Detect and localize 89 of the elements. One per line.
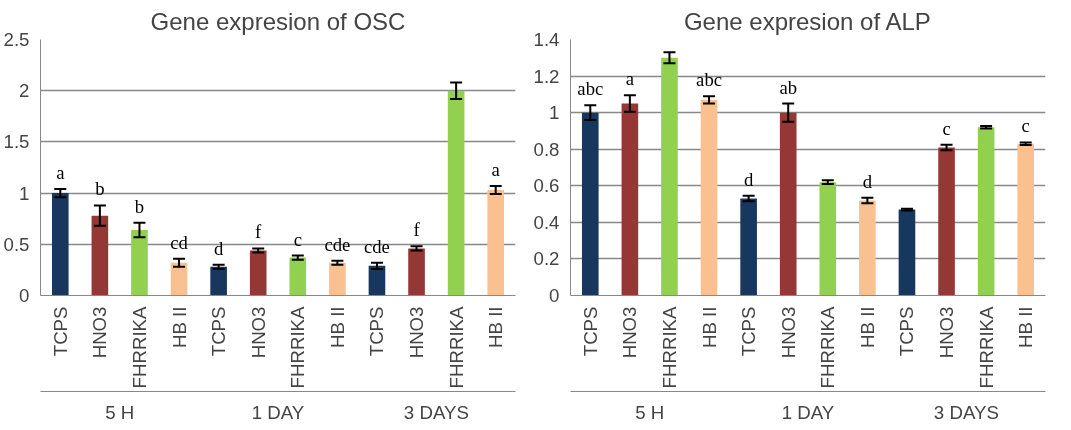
x-tick-label: HNO3: [619, 306, 641, 359]
y-tick-label: 0.5: [3, 233, 30, 255]
data-label: cd: [170, 231, 189, 253]
y-tick-label: 0.6: [533, 175, 560, 197]
bar: [819, 182, 837, 296]
y-tick-label: 1.2: [533, 65, 560, 87]
text: 3 DAYS: [933, 401, 999, 423]
y-tick-label: 2: [19, 80, 30, 102]
bar: [289, 257, 307, 296]
bar: [740, 198, 757, 296]
data-label: f: [413, 219, 421, 241]
data-label: cde: [364, 235, 390, 257]
bar: [447, 90, 465, 296]
bar: [249, 250, 267, 296]
x-tick-label: TCPS: [208, 306, 230, 357]
chart-title: Gene expresion of OSC: [150, 7, 406, 35]
text: 1 DAY: [251, 401, 305, 423]
bar: [51, 193, 69, 296]
x-tick-label: FHRRIKA: [658, 305, 680, 389]
x-tick-label: TCPS: [896, 306, 918, 357]
data-label: abc: [577, 78, 604, 100]
data-label: a: [56, 162, 66, 183]
y-tick-label: 0.4: [533, 211, 560, 233]
data-label: abc: [696, 69, 722, 91]
bar: [938, 147, 955, 296]
x-tick-label: TCPS: [579, 306, 601, 357]
bar: [621, 103, 639, 296]
x-tick-label: TCPS: [738, 306, 760, 357]
data-label: d: [743, 168, 754, 190]
data-label: ab: [779, 76, 798, 98]
x-tick-label: FHRRIKA: [287, 305, 309, 389]
x-tick-label: HNO3: [247, 306, 269, 359]
y-tick-label: 1.5: [3, 131, 30, 153]
x-tick-label: HB II: [326, 306, 348, 348]
x-tick-label: TCPS: [49, 306, 71, 357]
x-tick-label: HNO3: [406, 306, 428, 359]
bar: [779, 112, 797, 296]
bar: [700, 99, 718, 296]
data-label: b: [134, 195, 145, 217]
y-tick-label: 1: [549, 102, 560, 124]
data-label: c: [1021, 115, 1030, 137]
y-tick-label: 1: [19, 182, 30, 204]
text: 5 H: [105, 401, 135, 423]
bar: [329, 262, 346, 296]
x-tick-label: HB II: [1015, 306, 1037, 348]
bar: [408, 248, 425, 296]
bar: [859, 200, 876, 296]
bar: [368, 265, 386, 296]
x-tick-label: HB II: [698, 306, 720, 348]
text: 5 H: [635, 401, 665, 423]
text: 3 DAYS: [403, 401, 469, 423]
data-label: a: [625, 68, 635, 90]
data-label: a: [491, 158, 501, 180]
x-tick-label: HB II: [168, 306, 190, 348]
bar: [1017, 143, 1035, 296]
bar: [581, 112, 599, 296]
bar: [898, 209, 916, 296]
bar: [977, 127, 995, 296]
bar: [170, 262, 188, 296]
y-tick-label: 0.2: [533, 248, 560, 270]
data-label: cde: [324, 233, 351, 255]
data-label: f: [255, 221, 263, 243]
y-tick-label: 0: [19, 285, 30, 306]
bar: [131, 229, 148, 296]
x-tick-label: FHRRIKA: [817, 305, 839, 389]
x-tick-label: HNO3: [777, 306, 799, 359]
data-label: d: [213, 237, 224, 259]
chart-title: Gene expresion of ALP: [683, 7, 931, 35]
data-label: c: [293, 228, 302, 250]
x-tick-label: FHRRIKA: [975, 305, 997, 389]
y-tick-label: 2.5: [3, 29, 30, 50]
x-tick-label: HB II: [485, 306, 507, 348]
x-tick-label: HNO3: [89, 306, 111, 359]
x-tick-label: FHRRIKA: [128, 305, 150, 389]
y-tick-label: 0: [549, 285, 560, 306]
bar: [210, 266, 227, 296]
data-label: c: [942, 117, 951, 139]
text: 1 DAY: [781, 401, 835, 423]
y-tick-label: 1.4: [533, 29, 560, 50]
data-label: d: [862, 170, 873, 192]
x-tick-label: TCPS: [366, 306, 388, 357]
data-label: b: [95, 178, 105, 200]
x-tick-label: FHRRIKA: [445, 305, 467, 389]
bar: [91, 215, 109, 296]
bar: [487, 190, 505, 296]
x-tick-label: HNO3: [936, 306, 958, 359]
y-tick-label: 0.8: [533, 138, 560, 160]
bar: [661, 57, 678, 296]
x-tick-label: HB II: [856, 306, 878, 348]
